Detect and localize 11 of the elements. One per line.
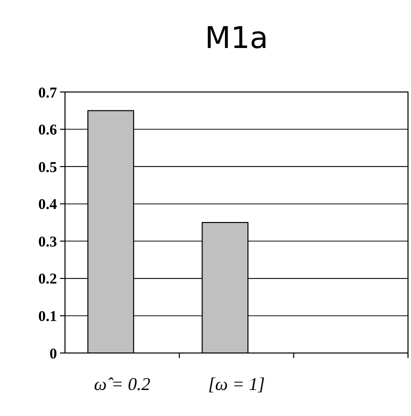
y-tick-label: 0.1	[38, 308, 57, 325]
y-tick-label: 0.2	[38, 272, 57, 288]
y-tick-label: 0.6	[38, 122, 58, 139]
y-tick-label: 0.3	[38, 234, 57, 250]
chart-title: M1a	[204, 21, 268, 56]
y-tick-label: 0.4	[38, 197, 58, 214]
y-tick-label: 0.7	[38, 85, 58, 102]
y-tick-label: 0.5	[38, 160, 57, 176]
y-tick-label: 0	[50, 346, 57, 362]
x-tick-label: [ω = 1]	[208, 374, 265, 394]
x-tick-label: ω̂ = 0.2	[94, 374, 150, 394]
